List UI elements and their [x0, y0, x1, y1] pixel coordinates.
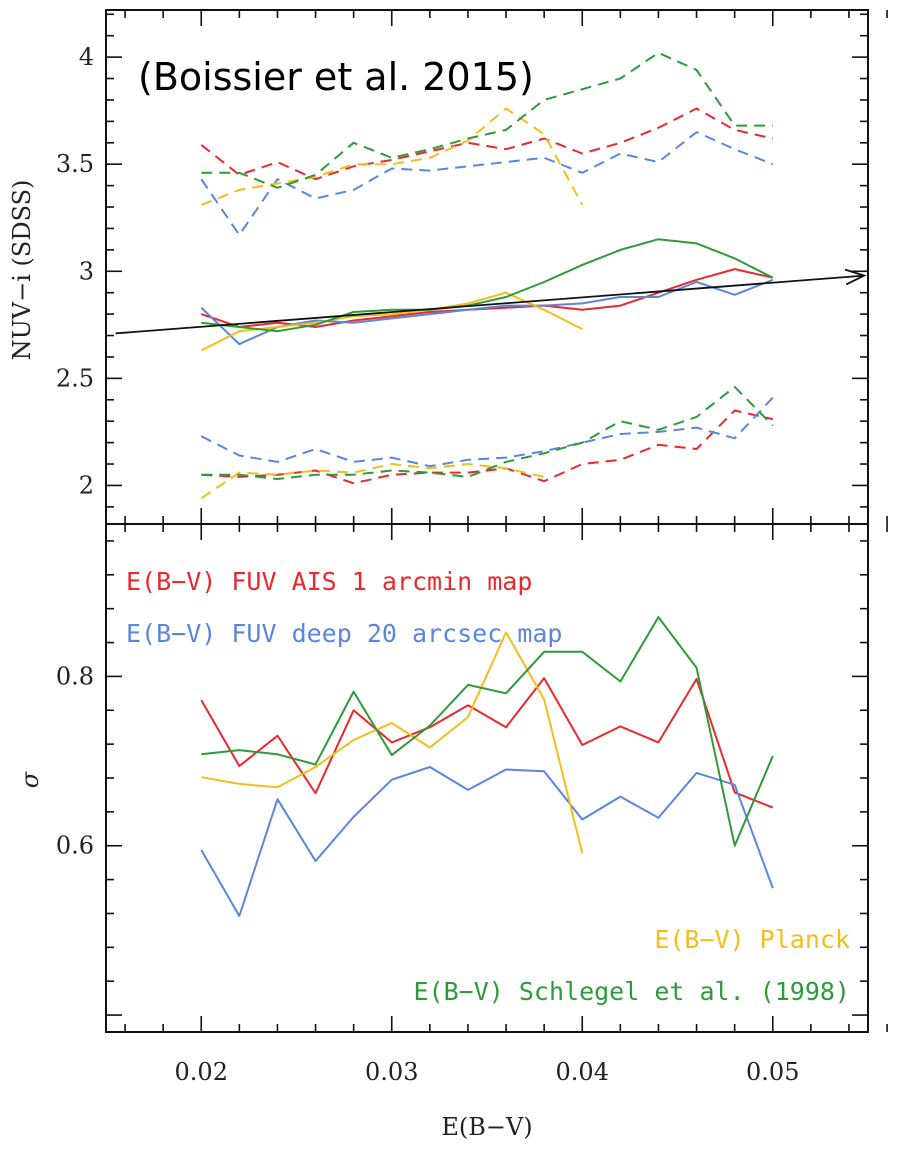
- top-panel: 2 2.5 3 3.5 4 NUV−i (SDSS) (Boissier et al. …: [8, 9, 888, 525]
- bottom-panel-series: [200, 616, 774, 917]
- green-upper-series-line: [201, 51, 773, 189]
- arrow-head-icon: [844, 268, 867, 286]
- legend-entry-red: E(B−V) FUV AIS 1 arcmin map: [126, 567, 532, 596]
- blue-lower-series-line: [200, 396, 774, 468]
- red-series-line: [200, 677, 774, 809]
- y-tick-label: 2.5: [56, 364, 94, 392]
- red-lower-series-line: [201, 409, 774, 485]
- y-tick-label: 0.8: [56, 662, 94, 690]
- x-tick-label: 0.04: [556, 1058, 609, 1086]
- yellow-upper-series-line: [200, 107, 584, 206]
- y-tick-label: 0.6: [56, 832, 94, 860]
- red-upper-series-line: [200, 107, 774, 181]
- y-tick-label: 3: [79, 257, 94, 285]
- legend-entry-green: E(B−V) Schlegel et al. (1998): [414, 977, 851, 1006]
- legend-entry-yellow: E(B−V) Planck: [654, 925, 850, 954]
- y-tick-label: 4: [79, 43, 94, 71]
- bottom-panel-frame: [105, 523, 869, 1033]
- top-y-axis-label: NUV−i (SDSS): [8, 180, 36, 361]
- bottom-y-axis-label: σ: [16, 771, 44, 788]
- bottom-panel: 0.6 0.8 0.02 0.03 0.04 0.05 σ E(B−V) E(B−V) F…: [16, 523, 888, 1141]
- yellow-mean-series-line: [200, 291, 583, 352]
- citation-text: (Boissier et al. 2015): [138, 55, 534, 99]
- blue-series-line: [200, 766, 774, 917]
- bottom-panel-tick-labels: 0.6 0.8 0.02 0.03 0.04 0.05: [56, 662, 800, 1086]
- top-panel-series: [115, 51, 867, 500]
- y-tick-label: 3.5: [56, 150, 94, 178]
- green-mean-series-line: [201, 238, 774, 333]
- blue-upper-series-line: [200, 131, 774, 236]
- legend-entry-blue: E(B−V) FUV deep 20 arcsec map: [126, 619, 563, 648]
- x-axis-label: E(B−V): [441, 1113, 532, 1141]
- yellow-lower-series-line: [200, 463, 545, 500]
- trend-arrow-series-line: [115, 274, 865, 335]
- y-tick-label: 2: [79, 471, 94, 499]
- green-series-line: [201, 616, 774, 847]
- green-lower-series-line: [201, 385, 774, 480]
- top-panel-tick-labels: 2 2.5 3 3.5 4: [56, 43, 94, 499]
- x-tick-label: 0.02: [175, 1058, 228, 1086]
- bottom-panel-ticks: [106, 524, 888, 1032]
- x-tick-label: 0.05: [746, 1058, 799, 1086]
- top-panel-ticks: [106, 10, 888, 524]
- x-tick-label: 0.03: [365, 1058, 418, 1086]
- legend: E(B−V) FUV AIS 1 arcmin map E(B−V) FUV de…: [126, 567, 850, 1006]
- yellow-series-line: [201, 631, 584, 854]
